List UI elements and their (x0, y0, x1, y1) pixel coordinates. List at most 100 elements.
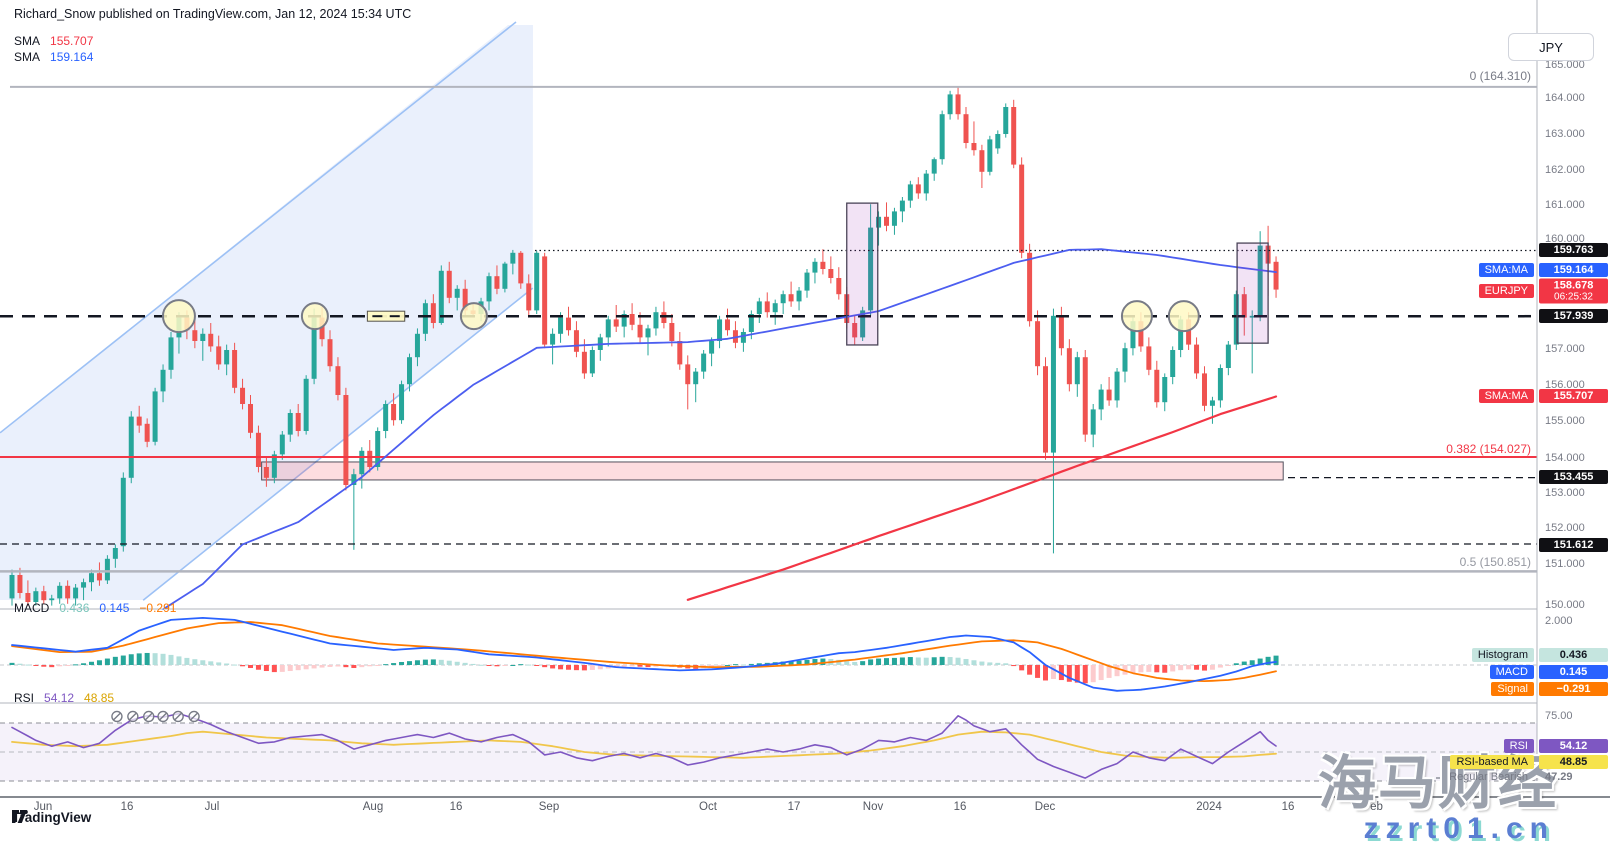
price-axis-label: 162.000 (1545, 164, 1585, 176)
time-axis-label: Jun (33, 801, 53, 813)
price-axis-label: 164.000 (1545, 92, 1585, 104)
price-axis-label: 75.00 (1545, 710, 1573, 722)
tradingview-logo-text: TradingView (12, 810, 92, 825)
touch-circle-1[interactable] (161, 299, 196, 334)
time-axis-label: Nov (862, 801, 884, 813)
price-axis-label: 154.000 (1545, 452, 1585, 464)
time-axis-label: Sep (538, 801, 560, 813)
price-axis-label: 150.000 (1545, 599, 1585, 611)
price-axis-label: 165.000 (1545, 59, 1585, 71)
price-axis-label: 151.000 (1545, 558, 1585, 570)
touch-circle-5[interactable] (1167, 300, 1200, 333)
axis-badge-153455: 153.455 (1539, 470, 1608, 484)
macd-signal-line (11, 621, 1277, 682)
rsi-ma-line (11, 730, 1277, 759)
macd-label: MACD (14, 601, 50, 615)
time-axis-label: Oct (699, 801, 717, 813)
price-axis-label: 163.000 (1545, 128, 1585, 140)
axis-badge-0145: 0.145 (1539, 665, 1608, 679)
highlight-box-2[interactable] (1236, 242, 1269, 344)
rsi-label: RSI (14, 691, 35, 705)
macd-legend[interactable]: MACD 0.436 0.145 −0.291 (14, 601, 176, 615)
price-axis-label: 152.000 (1545, 522, 1585, 534)
plot-tag-signal: Signal (1491, 682, 1534, 696)
sma-slow-line (162, 248, 1277, 611)
tradingview-logo[interactable]: TradingView (12, 810, 91, 825)
touch-circle-3[interactable] (459, 302, 488, 331)
sma-slow-legend[interactable]: SMA 159.164 (14, 50, 93, 64)
channel-upper-line (0, 21, 517, 434)
time-axis-label: 16 (120, 801, 134, 813)
plot-tag-sma-ma: SMA:MA (1478, 263, 1534, 277)
time-axis-label: Dec (1034, 801, 1056, 813)
sma-slow-value: 159.164 (50, 50, 94, 64)
sma-slow-label: SMA (14, 50, 41, 64)
plot-tag-rsi: RSI (1503, 739, 1534, 753)
price-axis-label: 156.000 (1545, 379, 1585, 391)
fib-0-label: 0 (164.310) (1469, 69, 1531, 83)
plot-tag-eurjpy: EURJPY (1478, 284, 1534, 298)
axis-badge-158678: 158.678 06:25:32 (1539, 278, 1608, 304)
price-axis-label: 2.000 (1545, 615, 1573, 627)
axis-badge-159763: 159.763 (1539, 243, 1608, 257)
plot-tag-macd: MACD (1489, 665, 1534, 679)
axis-badge-155707: 155.707 (1539, 389, 1608, 403)
axis-badge-4729: 47.29 (1545, 771, 1573, 783)
plot-tag-sma-ma: SMA:MA (1478, 389, 1534, 403)
price-axis-label: 157.000 (1545, 343, 1585, 355)
publish-info: Richard_Snow published on TradingView.co… (14, 7, 412, 21)
rsi-null-marker (111, 710, 123, 723)
rsi-null-marker (143, 710, 155, 723)
candles (9, 86, 1279, 606)
axis-badge-159164: 159.164 (1539, 263, 1608, 277)
time-axis-label: 16 (953, 801, 967, 813)
rsi-legend[interactable]: RSI 54.12 48.85 (14, 691, 114, 705)
price-axis-label: 160.000 (1545, 233, 1585, 245)
rsi-value: 54.12 (44, 691, 75, 705)
plot-tag-rsi-based-ma: RSI-based MA (1450, 755, 1534, 769)
touch-circle-2[interactable] (300, 302, 329, 331)
price-axis-label: 155.000 (1545, 415, 1585, 427)
rsi-ma-value: 48.85 (84, 691, 115, 705)
rsi-null-marker (127, 710, 139, 723)
axis-badge-0436: 0.436 (1539, 648, 1608, 662)
time-axis-label: 16 (1281, 801, 1295, 813)
macd-line (11, 617, 1277, 692)
time-axis-label: 2024 (1196, 801, 1222, 813)
rsi-null-marker (157, 710, 169, 723)
price-axis-label: 161.000 (1545, 199, 1585, 211)
fib-382-label: 0.382 (154.027) (1446, 442, 1531, 456)
sma-fast-value: 155.707 (50, 34, 94, 48)
macd-histogram (9, 652, 1279, 684)
price-axis-label: 153.000 (1545, 487, 1585, 499)
pivot-marker-box[interactable] (366, 310, 406, 322)
fib-support-zone[interactable] (261, 461, 1284, 481)
highlight-box-1[interactable] (846, 202, 879, 346)
time-axis-label: 17 (787, 801, 801, 813)
macd-signal-value: −0.291 (139, 601, 177, 615)
touch-circle-4[interactable] (1120, 300, 1153, 333)
trend-channel-fill (0, 25, 533, 601)
sma-fast-line (686, 395, 1278, 601)
watermark-url: zzrt01.cn (1363, 812, 1555, 845)
sma-fast-label: SMA (14, 34, 41, 48)
time-axis-label: Jul (204, 801, 220, 813)
fib-50-label: 0.5 (150.851) (1459, 555, 1531, 569)
currency-axis-button[interactable]: JPY (1508, 33, 1594, 61)
time-axis-label: Feb (1363, 801, 1383, 813)
tradingview-logo-icon (12, 810, 28, 823)
axis-badge-0291: −0.291 (1539, 682, 1608, 696)
rsi-line (11, 712, 1277, 779)
axis-badge-4885: 48.85 (1539, 755, 1608, 769)
rsi-null-marker (188, 710, 200, 723)
sma-fast-legend[interactable]: SMA 155.707 (14, 34, 93, 48)
axis-badge-5412: 54.12 (1539, 739, 1608, 753)
axis-badge-151612: 151.612 (1539, 538, 1608, 552)
plot-tag-histogram: Histogram (1471, 648, 1534, 662)
countdown-timer: 06:25:32 (1554, 291, 1593, 303)
axis-badge-157939: 157.939 (1539, 309, 1608, 323)
time-axis-label: Aug (362, 801, 384, 813)
time-axis-label: 16 (449, 801, 463, 813)
